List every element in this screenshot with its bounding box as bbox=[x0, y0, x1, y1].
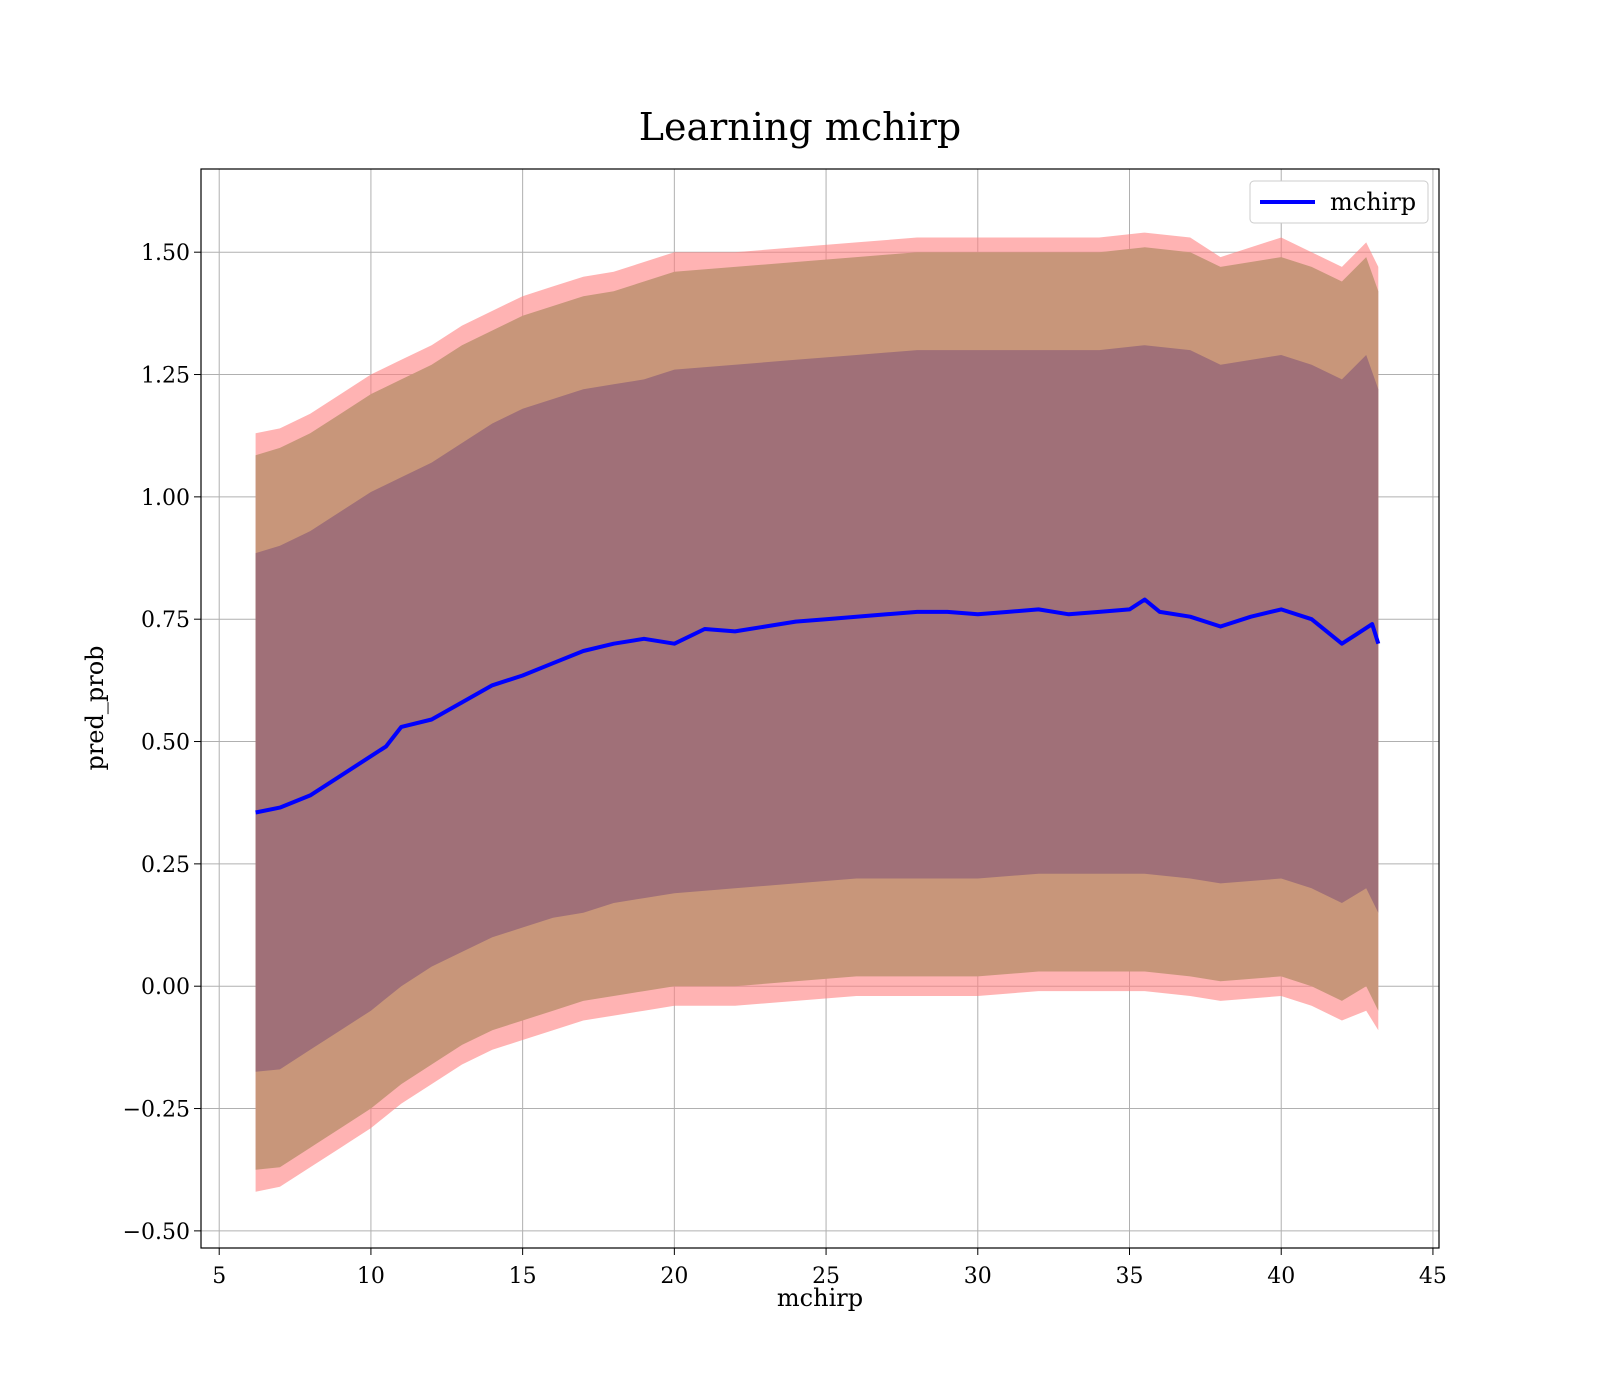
x-tick-label: 45 bbox=[1419, 1264, 1447, 1289]
x-tick-label: 35 bbox=[1116, 1264, 1144, 1289]
series-lines bbox=[255, 597, 1381, 815]
y-tick-label: 0.75 bbox=[141, 608, 190, 633]
legend: mchirp bbox=[1249, 180, 1429, 224]
x-tick-label: 5 bbox=[212, 1264, 226, 1289]
series-line-0 bbox=[255, 597, 1381, 815]
y-tick-label: 1.00 bbox=[141, 486, 190, 511]
x-tick-label: 40 bbox=[1267, 1264, 1295, 1289]
plot-frame bbox=[200, 168, 1440, 1249]
x-tick-label: 15 bbox=[509, 1264, 537, 1289]
x-tick-label: 20 bbox=[660, 1264, 688, 1289]
axis-ticks: 5 10 15 20 25 30 35 40 45 −0.50 −0.25 0.00 0.25 0.50 0… bbox=[123, 241, 1447, 1289]
x-tick-label: 10 bbox=[357, 1264, 385, 1289]
x-tick-label: 25 bbox=[812, 1264, 840, 1289]
legend-box bbox=[1249, 180, 1429, 224]
y-tick-label: 0.50 bbox=[141, 731, 190, 756]
y-tick-label: 0.00 bbox=[141, 975, 190, 1000]
y-tick-label: −0.50 bbox=[123, 1220, 190, 1245]
y-axis-label: pred_prob bbox=[81, 645, 109, 770]
y-tick-label: 0.25 bbox=[141, 853, 190, 878]
x-axis-label: mchirp bbox=[777, 1284, 863, 1312]
confidence-band-2 bbox=[255, 345, 1379, 1072]
y-tick-label: −0.25 bbox=[123, 1098, 190, 1123]
x-tick-label: 30 bbox=[964, 1264, 992, 1289]
y-tick-label: 1.50 bbox=[141, 241, 190, 266]
confidence-bands bbox=[255, 232, 1379, 1192]
legend-label-mchirp: mchirp bbox=[1330, 188, 1416, 216]
y-tick-label: 1.25 bbox=[141, 364, 190, 389]
chart-title: Learning mchirp bbox=[639, 105, 961, 149]
